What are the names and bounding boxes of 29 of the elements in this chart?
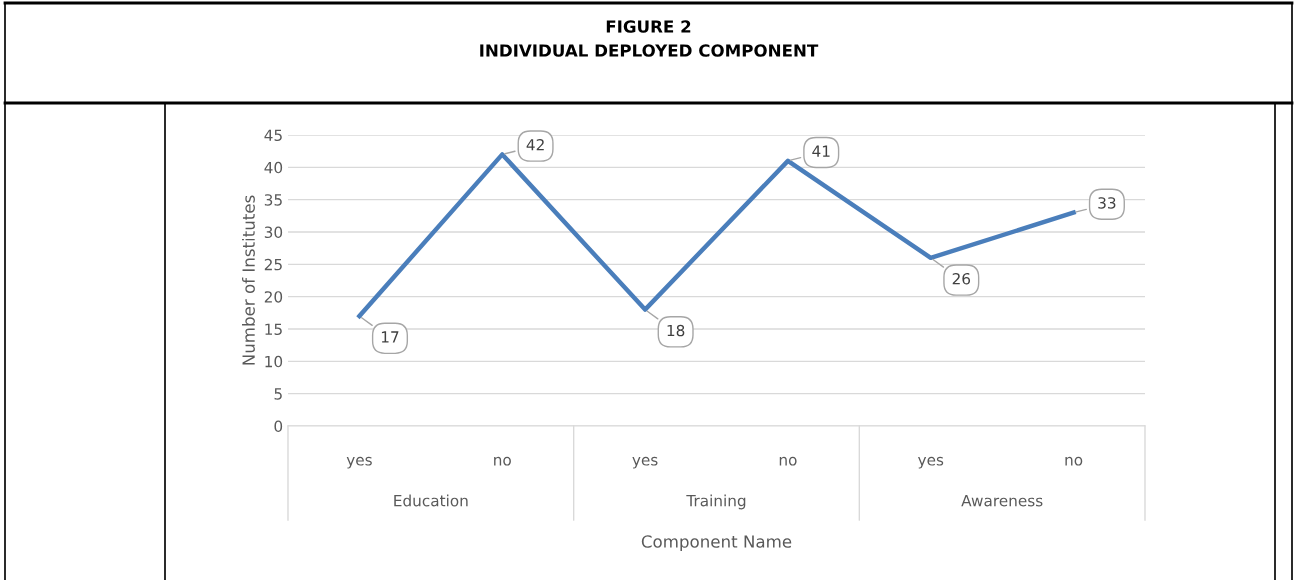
y-tick-label: 20 <box>264 291 283 303</box>
chart-subtitle: INDIVIDUAL DEPLOYED COMPONENT <box>480 44 819 57</box>
data-label: 17 <box>381 331 399 343</box>
x-tick-label: yes <box>632 456 658 469</box>
text: Education <box>394 494 468 507</box>
data-label: 33 <box>1098 197 1116 209</box>
y-tick-label: 15 <box>265 323 282 336</box>
y-tick-label: 10 <box>265 355 283 368</box>
text: Awareness <box>961 495 1043 507</box>
x-tick-label: yes <box>346 456 372 469</box>
x-tick-label: no <box>1065 456 1083 466</box>
x-tick-label: yes <box>918 456 944 469</box>
y-tick-label: 40 <box>264 161 283 174</box>
x-axis-title: Component Name <box>641 535 792 552</box>
y-tick-label: 0 <box>274 420 283 433</box>
data-label: 18 <box>667 324 685 337</box>
data-label: 26 <box>952 272 971 285</box>
chart-title: FIGURE 2 <box>606 20 691 33</box>
y-tick-label: 45 <box>264 129 282 142</box>
data-label: 41 <box>812 145 830 157</box>
y-tick-label: 25 <box>264 258 282 271</box>
y-axis-title: Number of Institutes <box>242 195 255 365</box>
x-tick-label: no <box>494 456 511 466</box>
text: Training <box>686 494 746 510</box>
y-tick-label: 5 <box>274 388 282 400</box>
y-tick-label: 35 <box>264 194 282 206</box>
x-tick-label: no <box>779 456 797 466</box>
data-label: 42 <box>526 138 544 151</box>
y-tick-label: 30 <box>264 226 283 239</box>
